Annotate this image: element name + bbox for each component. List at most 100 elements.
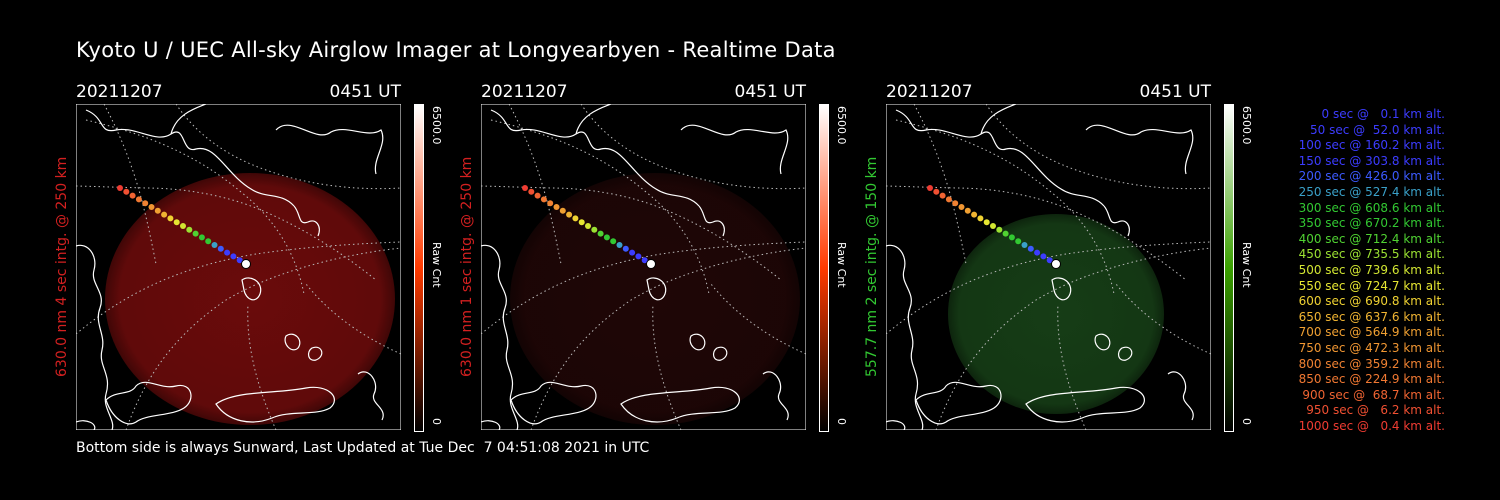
- coastline: [886, 244, 924, 430]
- coastline: [241, 277, 262, 301]
- trajectory-marker: [540, 196, 547, 203]
- trajectory-marker: [211, 242, 218, 248]
- trajectory-marker: [236, 257, 243, 264]
- trajectory-marker: [945, 196, 952, 203]
- trajectory-marker: [616, 242, 623, 248]
- colorbar-min: 0: [430, 418, 443, 425]
- panel-time: 0451 UT: [734, 82, 807, 102]
- lat-lon-grid-line: [530, 247, 806, 430]
- colorbar-max: 6500.0: [430, 106, 443, 145]
- trajectory-marker: [585, 223, 591, 229]
- coastline: [76, 244, 114, 430]
- trajectory-marker: [205, 238, 212, 245]
- coastline: [284, 333, 301, 351]
- lat-lon-grid-line: [85, 119, 305, 295]
- page-title: Kyoto U / UEC All-sky Airglow Imager at …: [76, 38, 836, 62]
- coastline: [762, 371, 789, 421]
- trajectory-marker: [1034, 249, 1041, 256]
- colorbar-unit: Raw Cnt: [835, 242, 848, 288]
- coastline: [886, 420, 906, 430]
- coastline: [1103, 205, 1130, 237]
- legend-entry: 50 sec @ 52.0 km alt.: [1310, 122, 1445, 137]
- panel-channel-label: 630.0 nm 1 sec intg. @ 250 km: [459, 156, 475, 378]
- trajectory-marker: [135, 196, 142, 203]
- colorbar: [1224, 104, 1234, 432]
- trajectory-marker: [230, 253, 237, 260]
- trajectory-marker: [186, 226, 193, 233]
- legend-entry: 200 sec @ 426.0 km alt.: [1298, 169, 1445, 184]
- trajectory-marker: [1051, 259, 1061, 269]
- trajectory-marker: [1015, 238, 1022, 245]
- imager-panel-630-1s: 20211207 0451 UT 630.0 nm 1 sec intg. @ …: [459, 82, 848, 432]
- trajectory-legend: 0 sec @ 0.1 km alt. 50 sec @ 52.0 km alt.…: [1265, 107, 1445, 434]
- colorbar-max: 6500.0: [1240, 106, 1253, 145]
- trajectory-marker: [1002, 230, 1009, 237]
- panel-channel-label: 630.0 nm 4 sec intg. @ 250 km: [54, 156, 70, 378]
- panel-time: 0451 UT: [1139, 82, 1212, 102]
- panel-header: 20211207 0451 UT: [76, 82, 401, 104]
- trajectory-marker: [522, 185, 528, 191]
- legend-entry: 700 sec @ 564.9 km alt.: [1298, 325, 1445, 340]
- trajectory-marker: [958, 204, 965, 210]
- coastline: [481, 244, 519, 430]
- trajectory-marker: [1046, 257, 1053, 264]
- legend-entry: 850 sec @ 224.9 km alt.: [1298, 372, 1445, 387]
- legend-entry: 650 sec @ 637.6 km alt.: [1298, 309, 1445, 324]
- lat-lon-grid-line: [710, 283, 806, 355]
- trajectory-marker: [646, 259, 656, 269]
- trajectory-marker: [996, 226, 1003, 233]
- panel-date: 20211207: [76, 82, 163, 102]
- trajectory-marker: [123, 188, 130, 195]
- legend-entry: 900 sec @ 68.7 km alt.: [1302, 387, 1445, 402]
- coastline: [275, 124, 384, 175]
- colorbar-unit: Raw Cnt: [430, 242, 443, 288]
- trajectory-marker: [154, 207, 161, 214]
- lat-lon-grid-line: [103, 104, 157, 265]
- panel-channel-label: 557.7 nm 2 sec intg. @ 150 km: [864, 156, 880, 378]
- trajectory-marker: [528, 188, 535, 195]
- legend-entry: 250 sec @ 527.4 km alt.: [1298, 184, 1445, 199]
- lat-lon-grid-line: [913, 104, 967, 265]
- trajectory-marker: [534, 192, 541, 199]
- trajectory-marker: [161, 211, 168, 218]
- coastline: [170, 104, 207, 135]
- colorbar-unit: Raw Cnt: [1240, 242, 1253, 288]
- coastline: [481, 420, 501, 430]
- coastline: [215, 386, 335, 423]
- colorbar: [414, 104, 424, 432]
- colorbar: [819, 104, 829, 432]
- legend-entry: 150 sec @ 303.8 km alt.: [1298, 153, 1445, 168]
- imager-panel-557-2s: 20211207 0451 UT 557.7 nm 2 sec intg. @ …: [864, 82, 1253, 432]
- lat-lon-grid-line: [895, 119, 1115, 295]
- coastline: [915, 381, 1002, 425]
- trajectory-marker: [129, 192, 136, 199]
- allsky-map: [76, 104, 401, 430]
- coastline: [1094, 333, 1111, 351]
- coastline: [712, 346, 728, 361]
- trajectory-marker: [927, 185, 933, 191]
- coastline: [980, 104, 1017, 135]
- panel-date: 20211207: [886, 82, 973, 102]
- lat-lon-grid-line: [580, 104, 806, 190]
- lat-lon-grid-line: [935, 247, 1211, 430]
- coastline: [698, 205, 725, 237]
- panel-header: 20211207 0451 UT: [886, 82, 1211, 104]
- trajectory-marker: [553, 204, 560, 210]
- trajectory-marker: [964, 207, 971, 214]
- lat-lon-grid-line: [76, 241, 401, 335]
- legend-entry: 600 sec @ 690.8 km alt.: [1298, 294, 1445, 309]
- trajectory-marker: [217, 245, 224, 252]
- coastline: [895, 109, 1105, 207]
- coastline: [510, 381, 597, 425]
- trajectory-marker: [1021, 242, 1028, 248]
- lat-lon-grid-line: [481, 241, 806, 335]
- panel-header: 20211207 0451 UT: [481, 82, 806, 104]
- trajectory-marker: [635, 253, 642, 260]
- trajectory-marker: [224, 249, 231, 256]
- panel-date: 20211207: [481, 82, 568, 102]
- coastline: [680, 124, 789, 175]
- trajectory-marker: [1008, 234, 1015, 241]
- lat-lon-grid-line: [490, 119, 710, 295]
- trajectory-marker: [547, 200, 554, 207]
- trajectory-marker: [933, 188, 940, 195]
